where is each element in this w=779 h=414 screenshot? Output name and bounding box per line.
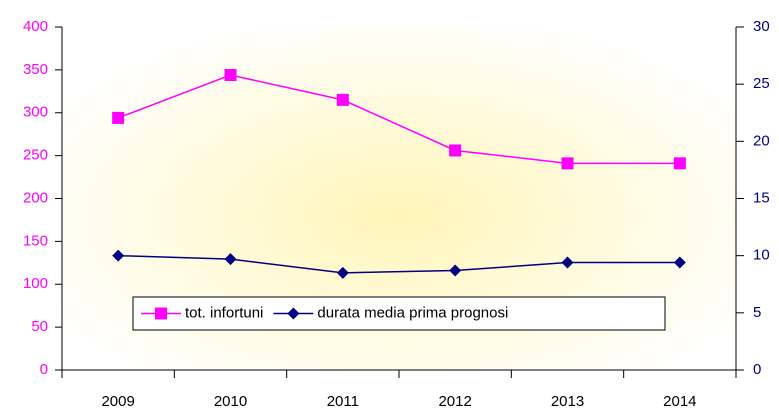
x-tick-label: 2014 bbox=[663, 393, 696, 409]
y-tick-label: 100 bbox=[23, 275, 48, 292]
marker bbox=[112, 111, 125, 124]
y-tick-label: 50 bbox=[31, 318, 48, 335]
y-tick-label: 300 bbox=[23, 104, 48, 121]
line bbox=[118, 254, 680, 274]
x-tick-label: 2011 bbox=[327, 393, 359, 409]
x-tick-label: 2013 bbox=[551, 393, 584, 409]
legend bbox=[132, 296, 666, 331]
x-tick-label: 2009 bbox=[101, 393, 134, 409]
y2-tick-label: 0 bbox=[753, 361, 761, 378]
line bbox=[117, 74, 680, 165]
marker bbox=[112, 249, 125, 262]
legend-label: durata media prima prognosi bbox=[317, 304, 508, 321]
y2-tick-label: 5 bbox=[753, 304, 761, 321]
marker bbox=[155, 307, 167, 320]
y-tick-label: 150 bbox=[23, 232, 48, 249]
y-tick-label: 0 bbox=[40, 361, 48, 378]
y2-tick-label: 15 bbox=[753, 189, 770, 206]
marker bbox=[449, 264, 462, 277]
marker bbox=[224, 69, 237, 82]
y2-tick-label: 10 bbox=[753, 247, 770, 264]
y2-tick-label: 25 bbox=[753, 75, 770, 92]
y2-tick-label: 30 bbox=[753, 18, 770, 35]
legend-label: tot. infortuni bbox=[185, 304, 263, 321]
y-tick-label: 250 bbox=[23, 147, 48, 164]
y-tick-label: 350 bbox=[23, 61, 48, 78]
marker bbox=[561, 157, 574, 170]
marker bbox=[673, 157, 686, 170]
marker bbox=[287, 307, 300, 320]
y-tick-label: 200 bbox=[23, 189, 48, 206]
marker bbox=[673, 256, 686, 269]
marker bbox=[224, 253, 237, 266]
marker bbox=[336, 93, 349, 106]
y-tick-label: 400 bbox=[23, 18, 48, 35]
y2-tick-label: 20 bbox=[753, 132, 770, 149]
marker bbox=[561, 256, 574, 269]
marker bbox=[449, 144, 462, 157]
x-tick-label: 2010 bbox=[214, 393, 247, 409]
x-tick-label: 2012 bbox=[438, 393, 471, 409]
marker bbox=[336, 266, 349, 279]
